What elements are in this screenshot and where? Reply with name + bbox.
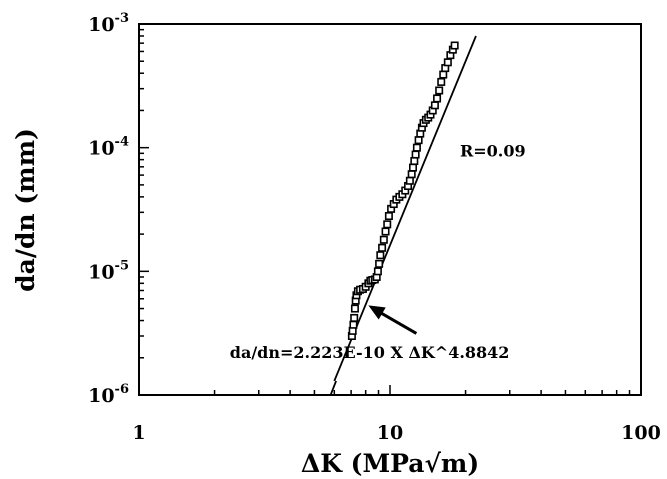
fit-lines: [329, 35, 477, 396]
y-tick-exponent: -4: [115, 135, 129, 150]
x-tick-label: 10: [377, 422, 403, 444]
y-tick-base: 10: [88, 14, 114, 36]
data-point: [405, 176, 414, 185]
data-point: [381, 227, 390, 236]
y-tick-base: 10: [88, 138, 114, 160]
data-point: [384, 212, 393, 221]
data-point: [435, 86, 444, 95]
data-point: [349, 320, 358, 329]
annotation-arrow-head: [368, 305, 386, 320]
data-point: [414, 136, 423, 145]
x-axis-title: ΔK (MPa√m): [301, 449, 479, 478]
y-tick-label: 10-5: [88, 258, 129, 283]
data-point: [376, 251, 385, 260]
data-point: [375, 259, 384, 268]
y-tick-labels: 10-610-510-410-3: [88, 11, 129, 407]
data-point: [350, 304, 359, 313]
data-markers: [347, 41, 459, 340]
data-point: [410, 157, 419, 166]
r-ratio-annotation: R=0.09: [460, 141, 526, 160]
y-tick-base: 10: [88, 261, 114, 283]
data-point: [430, 101, 439, 110]
x-tick-label: 100: [621, 422, 661, 444]
annotations: R=0.09 da/dn=2.223E-10 X ΔK^4.8842: [230, 141, 526, 361]
data-point: [407, 170, 416, 179]
data-point: [450, 41, 459, 50]
y-tick-exponent: -5: [115, 258, 129, 273]
data-point: [433, 94, 442, 103]
data-point: [409, 163, 418, 172]
data-point: [373, 267, 382, 276]
y-tick-exponent: -3: [115, 11, 129, 26]
data-point: [350, 313, 359, 322]
y-tick-label: 10-3: [88, 11, 129, 36]
y-tick-exponent: -6: [115, 382, 129, 397]
axis-ticks: [138, 28, 631, 396]
y-tick-label: 10-6: [88, 382, 129, 407]
data-point: [437, 77, 446, 86]
y-tick-base: 10: [88, 385, 114, 407]
annotation-arrow-shaft: [377, 310, 418, 335]
y-tick-label: 10-4: [88, 135, 129, 160]
data-point: [412, 143, 421, 152]
x-tick-label: 1: [132, 422, 145, 444]
fit-equation-annotation: da/dn=2.223E-10 X ΔK^4.8842: [230, 343, 510, 362]
data-point: [439, 70, 448, 79]
fit-line: [333, 35, 477, 382]
data-point: [443, 58, 452, 67]
data-point: [411, 150, 420, 159]
data-point: [378, 243, 387, 252]
fit-line: [329, 380, 337, 396]
data-point: [379, 235, 388, 244]
data-point: [383, 220, 392, 229]
y-axis-title: da/dn (mm): [11, 128, 40, 292]
x-tick-labels: 1 10 100: [132, 422, 660, 444]
